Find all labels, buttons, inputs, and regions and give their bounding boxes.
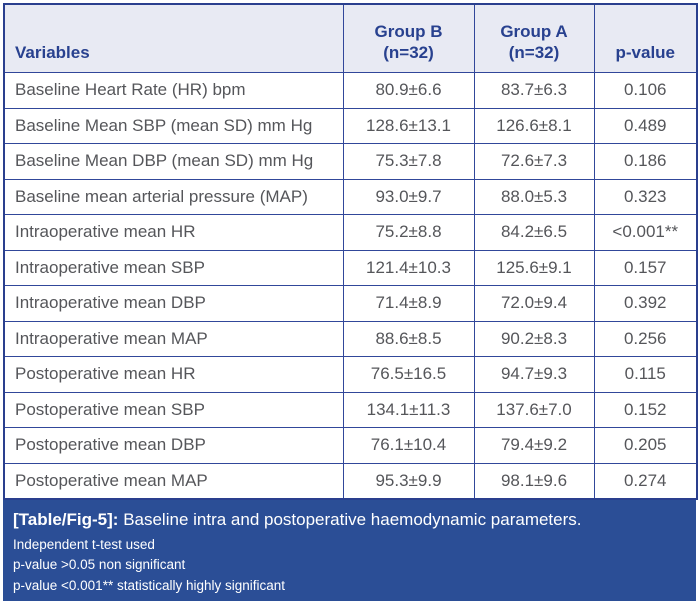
group-b-cell: 121.4±10.3	[342, 249, 475, 286]
group-a-cell: 79.4±9.2	[473, 427, 595, 464]
group-a-cell: 137.6±7.0	[473, 391, 595, 428]
group-b-cell: 75.3±7.8	[342, 143, 475, 180]
group-b-cell: 134.1±11.3	[342, 391, 475, 428]
group-a-cell: 83.7±6.3	[473, 72, 595, 109]
variable-cell: Intraoperative mean DBP	[3, 285, 344, 322]
header-group-b: Group B (n=32)	[342, 3, 475, 73]
header-group-b-n: (n=32)	[383, 42, 434, 62]
variable-cell: Postoperative mean DBP	[3, 427, 344, 464]
group-a-cell: 72.0±9.4	[473, 285, 595, 322]
header-group-a-name: Group A	[500, 21, 568, 41]
table-row: Baseline Heart Rate (HR) bpm 80.9±6.6 83.7…	[3, 72, 698, 109]
p-value-cell: 0.152	[593, 391, 698, 428]
group-a-cell: 84.2±6.5	[473, 214, 595, 251]
header-p-value: p-value	[593, 3, 698, 73]
header-row: Variables Group B (n=32) Group A (n=32) …	[3, 3, 698, 73]
variable-cell: Postoperative mean MAP	[3, 462, 344, 500]
header-variables-label: Variables	[15, 42, 90, 62]
group-b-cell: 76.1±10.4	[342, 427, 475, 464]
p-value-cell: 0.323	[593, 178, 698, 215]
p-value-cell: 0.392	[593, 285, 698, 322]
table-row: Intraoperative mean HR 75.2±8.8 84.2±6.5 <0…	[3, 214, 698, 251]
table-caption-label: [Table/Fig-5]:	[13, 510, 119, 529]
group-b-cell: 128.6±13.1	[342, 107, 475, 144]
p-value-cell: 0.274	[593, 462, 698, 500]
variable-cell: Intraoperative mean MAP	[3, 320, 344, 357]
p-value-cell: 0.186	[593, 143, 698, 180]
table-row: Baseline Mean SBP (mean SD) mm Hg 128.6±1…	[3, 107, 698, 144]
table-row: Baseline Mean DBP (mean SD) mm Hg 75.3±7.…	[3, 143, 698, 180]
table-body: Baseline Heart Rate (HR) bpm 80.9±6.6 83.7…	[3, 72, 698, 500]
variable-cell: Baseline mean arterial pressure (MAP)	[3, 178, 344, 215]
header-variables: Variables	[3, 3, 344, 73]
p-value-cell: 0.106	[593, 72, 698, 109]
variable-cell: Baseline Heart Rate (HR) bpm	[3, 72, 344, 109]
footnote-non-significant: p-value >0.05 non significant	[13, 557, 186, 573]
variable-cell: Baseline Mean SBP (mean SD) mm Hg	[3, 107, 344, 144]
header-group-b-name: Group B	[374, 21, 443, 41]
group-b-cell: 80.9±6.6	[342, 72, 475, 109]
table-row: Intraoperative mean SBP 121.4±10.3 125.6±9…	[3, 249, 698, 286]
group-b-cell: 76.5±16.5	[342, 356, 475, 393]
group-a-cell: 90.2±8.3	[473, 320, 595, 357]
footnote-highly-significant: p-value <0.001** statistically highly si…	[13, 577, 286, 593]
group-a-cell: 98.1±9.6	[473, 462, 595, 500]
table-row: Intraoperative mean MAP 88.6±8.5 90.2±8.3 0…	[3, 320, 698, 357]
table-row: Postoperative mean MAP 95.3±9.9 98.1±9.6 0.…	[3, 462, 698, 500]
table-header: Variables Group B (n=32) Group A (n=32) …	[3, 3, 698, 73]
group-a-cell: 125.6±9.1	[473, 249, 595, 286]
group-b-cell: 71.4±8.9	[342, 285, 475, 322]
group-b-cell: 75.2±8.8	[342, 214, 475, 251]
p-value-cell: 0.115	[593, 356, 698, 393]
p-value-cell: 0.489	[593, 107, 698, 144]
table-row: Baseline mean arterial pressure (MAP) 93.…	[3, 178, 698, 215]
group-b-cell: 93.0±9.7	[342, 178, 475, 215]
variable-cell: Postoperative mean SBP	[3, 391, 344, 428]
p-value-cell: 0.157	[593, 249, 698, 286]
table-row: Postoperative mean SBP 134.1±11.3 137.6±7.…	[3, 391, 698, 428]
table-caption: [Table/Fig-5]: Baseline intra and postop…	[13, 509, 686, 531]
group-a-cell: 72.6±7.3	[473, 143, 595, 180]
caption-block: [Table/Fig-5]: Baseline intra and postop…	[3, 500, 696, 601]
header-p-value-label: p-value	[615, 42, 676, 62]
variable-cell: Postoperative mean HR	[3, 356, 344, 393]
table-caption-text: Baseline intra and postoperative haemody…	[123, 510, 582, 529]
group-b-cell: 88.6±8.5	[342, 320, 475, 357]
table-figure: Variables Group B (n=32) Group A (n=32) …	[3, 3, 698, 601]
group-b-cell: 95.3±9.9	[342, 462, 475, 500]
p-value-cell: <0.001**	[593, 214, 698, 251]
footnote-test-used: Independent t-test used	[13, 537, 155, 553]
group-a-cell: 126.6±8.1	[473, 107, 595, 144]
group-a-cell: 88.0±5.3	[473, 178, 595, 215]
haemodynamic-parameters-table: Variables Group B (n=32) Group A (n=32) …	[3, 3, 698, 500]
table-row: Intraoperative mean DBP 71.4±8.9 72.0±9.4 0…	[3, 285, 698, 322]
p-value-cell: 0.205	[593, 427, 698, 464]
header-group-a: Group A (n=32)	[473, 3, 595, 73]
variable-cell: Intraoperative mean HR	[3, 214, 344, 251]
variable-cell: Intraoperative mean SBP	[3, 249, 344, 286]
header-group-a-n: (n=32)	[508, 42, 560, 62]
group-a-cell: 94.7±9.3	[473, 356, 595, 393]
table-row: Postoperative mean DBP 76.1±10.4 79.4±9.2 0…	[3, 427, 698, 464]
p-value-cell: 0.256	[593, 320, 698, 357]
variable-cell: Baseline Mean DBP (mean SD) mm Hg	[3, 143, 344, 180]
table-row: Postoperative mean HR 76.5±16.5 94.7±9.3 0.…	[3, 356, 698, 393]
